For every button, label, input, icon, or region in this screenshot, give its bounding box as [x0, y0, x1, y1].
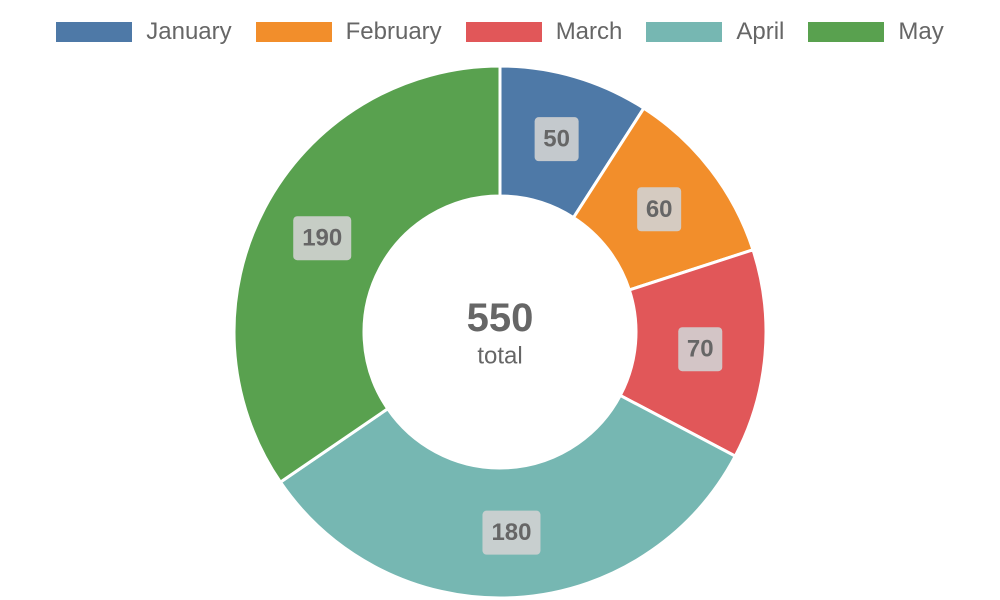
legend-label: February: [345, 18, 442, 45]
data-label-value: 190: [302, 225, 342, 252]
center-total-value: 550: [467, 296, 534, 340]
data-label-january: 50: [534, 117, 579, 162]
data-label-april: 180: [482, 510, 541, 555]
data-label-value: 70: [687, 336, 714, 363]
data-label-value: 60: [646, 196, 673, 223]
legend-label: April: [736, 18, 785, 45]
data-label-february: 60: [637, 187, 682, 232]
data-label-value: 180: [491, 519, 531, 546]
data-label-box: [482, 510, 541, 555]
legend-label: May: [898, 18, 944, 45]
legend-label: January: [146, 18, 232, 45]
legend-swatch: [646, 22, 723, 42]
legend-item-january[interactable]: January: [56, 18, 232, 46]
slice-may[interactable]: [232, 64, 502, 485]
legend-item-may[interactable]: May: [808, 18, 944, 46]
data-label-box: [293, 216, 352, 261]
center-total-caption: total: [477, 343, 522, 370]
legend-item-february[interactable]: February: [255, 18, 442, 46]
data-label-box: [637, 187, 682, 232]
legend-label: March: [555, 18, 623, 45]
slices-group: [232, 64, 768, 600]
legend-swatch: [255, 22, 332, 42]
data-label-march: 70: [678, 327, 723, 372]
data-labels-group: 50 60 70 180 190: [293, 117, 723, 555]
slice-april[interactable]: [278, 393, 738, 600]
legend-swatch: [465, 22, 542, 42]
legend-swatch: [808, 22, 885, 42]
data-label-may: 190: [293, 216, 352, 261]
data-label-value: 50: [543, 126, 570, 153]
legend-item-march[interactable]: March: [465, 18, 623, 46]
data-label-box: [534, 117, 579, 162]
legend-swatch: [56, 22, 133, 42]
legend-item-april[interactable]: April: [646, 18, 784, 46]
data-label-box: [678, 327, 723, 372]
chart-legend: January February March April May: [0, 14, 1000, 50]
